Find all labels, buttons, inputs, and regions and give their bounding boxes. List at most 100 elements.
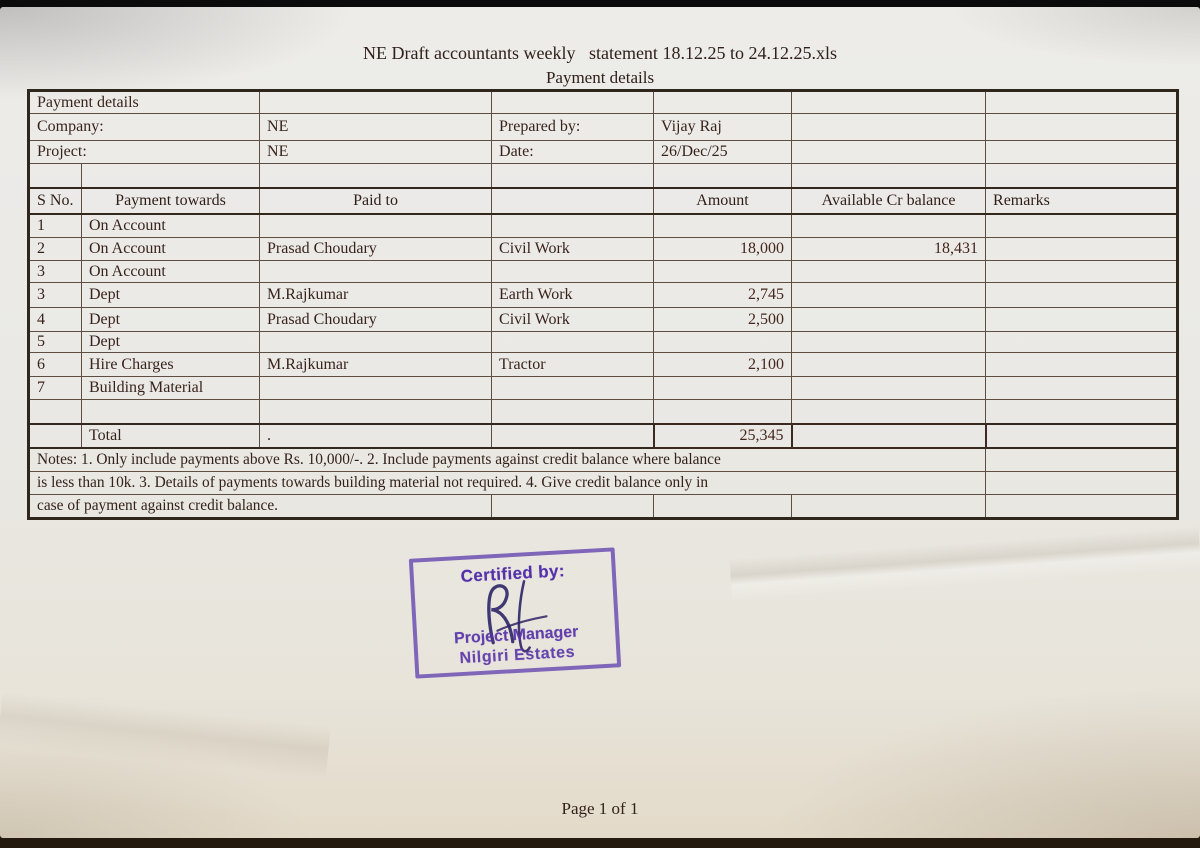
col-header-cr-balance: Available Cr balance: [791, 187, 987, 215]
cell-cr-balance: [791, 282, 987, 308]
cell-cr-balance: [791, 376, 987, 400]
cell-work: Tractor: [491, 352, 655, 377]
cell-amount: [653, 331, 793, 353]
col-header-payment-towards: Payment towards: [80, 187, 261, 215]
total-amount-cell: 25,345: [652, 423, 793, 449]
col-header-paid-to: Paid to: [259, 187, 493, 215]
cell: [491, 423, 655, 449]
cell: [28, 423, 82, 449]
table-row: Project: NE Date: 26/Dec/25: [27, 140, 1179, 164]
cell-payment-towards: Building Material: [80, 376, 261, 400]
cell-work: [491, 260, 655, 283]
cell: [985, 494, 1179, 519]
cell-work: Earth Work: [491, 282, 655, 308]
cell: [985, 471, 1179, 495]
cell: [653, 399, 793, 425]
cell-remarks: [985, 331, 1179, 353]
signature-mark: [487, 580, 548, 653]
cell: [653, 163, 793, 189]
cell-payment-towards: Hire Charges: [80, 352, 261, 377]
col-header-remarks: Remarks: [985, 187, 1179, 215]
col-header-amount: Amount: [653, 187, 793, 215]
cell: [791, 113, 987, 141]
cell-amount: [653, 213, 793, 238]
col-header-sno: S No.: [28, 187, 82, 215]
table-row: [28, 399, 1179, 425]
cell-work: [491, 376, 655, 400]
table-row: 3 On Account: [28, 260, 1179, 283]
cell: [259, 90, 493, 114]
cell: [491, 494, 655, 519]
cell-amount: 2,745: [653, 282, 793, 308]
stamp-org-label: Nilgiri Estates: [459, 643, 576, 668]
table-row: 4 Dept Prasad Choudary Civil Work 2,500: [28, 307, 1179, 332]
cell-amount: [653, 376, 793, 400]
cell-amount: 2,100: [653, 352, 793, 377]
cell: [28, 399, 82, 425]
cell-payment-towards: On Account: [80, 237, 261, 261]
table-row: 1 On Account: [28, 213, 1179, 238]
cell-remarks: [985, 376, 1179, 400]
cell-cr-balance: [791, 331, 987, 353]
company-value-cell: NE: [259, 113, 493, 141]
page-footer: Page 1 of 1: [561, 799, 639, 818]
cell-remarks: [985, 282, 1179, 308]
payment-table: Payment details Company: NE Prepared by:…: [27, 89, 1180, 520]
cell-payment-towards: On Account: [80, 260, 261, 283]
table-row: 3 Dept M.Rajkumar Earth Work 2,745: [28, 282, 1179, 308]
cell-amount: 18,000: [653, 237, 793, 261]
prepared-by-label-cell: Prepared by:: [491, 113, 655, 141]
table-header-row: S No. Payment towards Paid to Amount Ava…: [28, 187, 1179, 215]
cell: [28, 163, 82, 189]
notes-line-2: is less than 10k. 3. Details of payments…: [27, 471, 987, 495]
total-label-cell: Total: [80, 423, 261, 449]
cell-cr-balance: [791, 260, 987, 283]
cell-sno: 6: [28, 352, 82, 377]
table-row: 5 Dept: [28, 331, 1179, 353]
cell: [80, 163, 261, 189]
table-row: 7 Building Material: [28, 376, 1179, 400]
document-title: NE Draft accountants weekly statement 18…: [363, 43, 837, 63]
cell-payment-towards: Dept: [80, 331, 261, 353]
table-row: Company: NE Prepared by: Vijay Raj: [27, 113, 1179, 141]
cell: [791, 90, 987, 114]
table-row: [28, 163, 1179, 189]
cell: [791, 399, 987, 425]
cell-work: [491, 213, 655, 238]
cell-sno: 4: [28, 307, 82, 332]
project-label-cell: Project:: [27, 140, 261, 164]
cell-paid-to: M.Rajkumar: [259, 352, 493, 377]
cell-sno: 1: [28, 213, 82, 238]
paper-fold-shadow: [0, 650, 336, 804]
cell: [653, 90, 793, 114]
cell-payment-towards: Dept: [80, 307, 261, 332]
cell: [259, 399, 493, 425]
cell-sno: 3: [28, 282, 82, 308]
cell: [791, 163, 987, 189]
certified-by-label: Certified by:: [460, 561, 566, 586]
cell-paid-to: [259, 331, 493, 353]
cell-paid-to: [259, 213, 493, 238]
cell-cr-balance: [791, 213, 987, 238]
prepared-by-value-cell: Vijay Raj: [653, 113, 793, 141]
cell: [791, 494, 987, 519]
cell-work: Civil Work: [491, 307, 655, 332]
cell: [985, 163, 1179, 189]
cell-paid-to: Prasad Choudary: [259, 237, 493, 261]
cell: [985, 447, 1179, 472]
cell-amount: 2,500: [653, 307, 793, 332]
cell-cr-balance: 18,431: [791, 237, 987, 261]
cell: [985, 399, 1179, 425]
cell-paid-to: [259, 260, 493, 283]
cell: [491, 163, 655, 189]
cell-amount: [653, 260, 793, 283]
cell: [985, 140, 1179, 164]
cell-paid-to: Prasad Choudary: [259, 307, 493, 332]
table-row: 6 Hire Charges M.Rajkumar Tractor 2,100: [28, 352, 1179, 377]
cell: [791, 140, 987, 164]
cell: [985, 90, 1179, 114]
cell-payment-towards: Dept: [80, 282, 261, 308]
stamp-role-label: Project Manager: [453, 623, 579, 648]
notes-row: case of payment against credit balance.: [27, 494, 1179, 519]
